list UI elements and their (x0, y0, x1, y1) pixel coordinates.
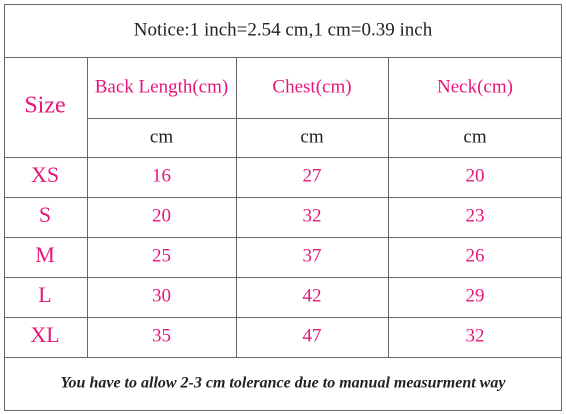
measurement: 42 (303, 285, 322, 306)
measurement: 20 (152, 205, 171, 226)
measurement: 32 (466, 325, 485, 346)
size-label: XS (31, 162, 59, 187)
unit-label: cm (300, 126, 323, 147)
column-header: Back Length(cm) (95, 76, 228, 97)
measurement: 26 (466, 245, 485, 266)
footer-note: You have to allow 2-3 cm tolerance due t… (61, 375, 507, 392)
measurement: 29 (466, 285, 485, 306)
measurement: 32 (303, 205, 322, 226)
measurement: 25 (152, 245, 171, 266)
size-label: L (38, 282, 51, 307)
size-label: XL (30, 322, 59, 347)
size-header: Size (24, 93, 65, 119)
measurement: 20 (466, 165, 485, 186)
measurement: 35 (152, 325, 171, 346)
unit-label: cm (150, 126, 173, 147)
size-label: M (35, 242, 55, 267)
unit-label: cm (463, 126, 486, 147)
measurement: 23 (466, 205, 485, 226)
measurement: 16 (152, 165, 171, 186)
size-label: S (39, 202, 51, 227)
table-grid (4, 4, 562, 411)
measurement: 30 (152, 285, 171, 306)
measurement: 37 (303, 245, 322, 266)
column-header: Chest(cm) (272, 76, 351, 97)
column-header: Neck(cm) (437, 76, 513, 97)
notice: Notice:1 inch=2.54 cm,1 cm=0.39 inch (134, 19, 433, 40)
measurement: 47 (303, 325, 322, 346)
measurement: 27 (303, 165, 322, 186)
